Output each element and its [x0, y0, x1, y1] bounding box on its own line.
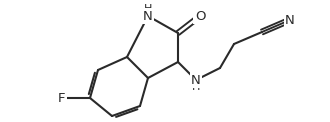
- Text: H: H: [144, 5, 152, 15]
- Text: F: F: [58, 92, 66, 105]
- Text: N: N: [191, 73, 201, 86]
- Text: N: N: [143, 10, 153, 22]
- Text: N: N: [285, 14, 295, 26]
- Text: H: H: [192, 82, 200, 92]
- Text: O: O: [195, 10, 205, 22]
